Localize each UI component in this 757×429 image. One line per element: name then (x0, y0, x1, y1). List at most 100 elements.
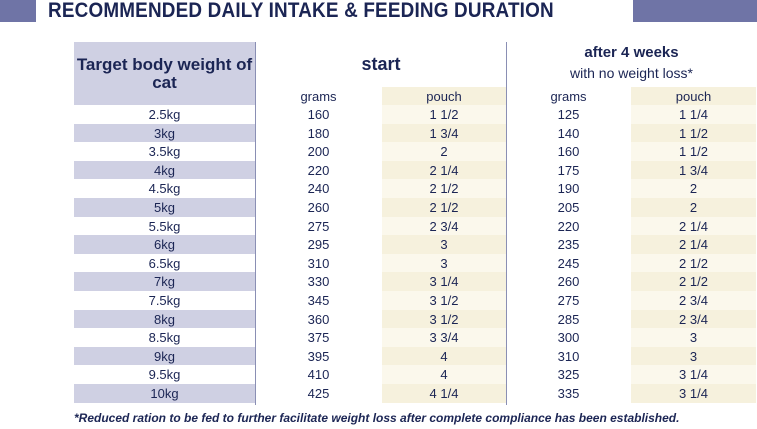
weight-cell: 8.5kg (148, 330, 181, 346)
table-row: 9.5kg 410 4 325 3 1/4 (74, 365, 756, 384)
after-4-weeks-header: after 4 weeks with no weight loss* (507, 42, 756, 87)
title-accent-right (633, 0, 757, 22)
after-pouch-cell: 2 1/2 (631, 272, 756, 291)
start-pouch-cell: 2 3/4 (382, 216, 506, 236)
target-weight-header: Target body weight of cat (74, 42, 255, 105)
after-grams-cell: 325 (557, 367, 580, 383)
start-pouch-cell: 2 1/2 (382, 179, 506, 198)
table-row: 5kg 260 2 1/2 205 2 (74, 197, 756, 217)
weight-cell: 4kg (74, 160, 255, 180)
weight-cell: 9kg (74, 346, 255, 366)
weight-cell: 5kg (74, 197, 255, 217)
start-grams-cell: 330 (307, 274, 330, 290)
after-grams-cell: 205 (557, 199, 580, 215)
after-grams-header: grams (507, 87, 630, 105)
after-pouch-header: pouch (631, 87, 756, 105)
table-row: 8.5kg 375 3 3/4 300 3 (74, 328, 756, 347)
title-accent-left (0, 0, 36, 22)
table-row: 3.5kg 200 2 160 1 1/2 (74, 142, 756, 161)
weight-cell: 6.5kg (148, 255, 181, 271)
weight-cell: 4.5kg (148, 181, 181, 197)
after-grams-cell: 310 (557, 348, 580, 364)
title-bar: RECOMMENDED DAILY INTAKE & FEEDING DURAT… (0, 0, 757, 30)
start-pouch-cell: 4 (382, 346, 506, 366)
after-grams-cell: 175 (557, 162, 580, 178)
after-pouch-cell: 2 1/4 (631, 216, 756, 236)
start-pouch-cell: 1 1/2 (382, 105, 506, 124)
after-pouch-cell: 2 1/2 (631, 253, 756, 273)
table-row: 4.5kg 240 2 1/2 190 2 (74, 179, 756, 198)
table-row: 8kg 360 3 1/2 285 2 3/4 (74, 309, 756, 329)
start-grams-cell: 395 (307, 348, 330, 364)
start-grams-cell: 275 (307, 218, 330, 234)
after-pouch-cell: 3 1/4 (631, 365, 756, 384)
weight-cell: 8kg (74, 309, 255, 329)
start-pouch-header: pouch (382, 87, 506, 105)
start-grams-cell: 220 (307, 162, 330, 178)
weight-cell: 10kg (74, 383, 255, 403)
start-grams-cell: 425 (307, 385, 330, 401)
page-title: RECOMMENDED DAILY INTAKE & FEEDING DURAT… (48, 0, 554, 22)
after-pouch-cell: 1 3/4 (631, 160, 756, 180)
start-grams-header: grams (256, 87, 381, 105)
start-grams-cell: 345 (307, 292, 330, 308)
start-pouch-cell: 4 (382, 365, 506, 384)
after-grams-cell: 220 (557, 218, 580, 234)
table-row: 10kg 425 4 1/4 335 3 1/4 (74, 383, 756, 403)
start-grams-cell: 375 (307, 330, 330, 346)
start-grams-cell: 310 (307, 255, 330, 271)
after-pouch-cell: 3 (631, 328, 756, 347)
table-row: 7.5kg 345 3 1/2 275 2 3/4 (74, 290, 756, 310)
table-row: 2.5kg 160 1 1/2 125 1 1/4 (74, 105, 756, 124)
weight-cell: 3kg (74, 123, 255, 143)
footnote: *Reduced ration to be fed to further fac… (74, 411, 680, 425)
start-grams-cell: 360 (307, 311, 330, 327)
weight-cell: 7kg (74, 272, 255, 291)
after-pouch-cell: 1 1/4 (631, 105, 756, 124)
after-grams-cell: 245 (557, 255, 580, 271)
table-row: 3kg 180 1 3/4 140 1 1/2 (74, 123, 756, 143)
start-pouch-cell: 2 1/4 (382, 160, 506, 180)
after-grams-cell: 335 (557, 385, 580, 401)
start-pouch-cell: 4 1/4 (382, 383, 506, 403)
after-grams-cell: 235 (557, 237, 580, 253)
after-grams-cell: 160 (557, 144, 580, 160)
start-header: start (361, 54, 401, 74)
start-grams-cell: 410 (307, 367, 330, 383)
after-pouch-cell: 3 (631, 346, 756, 366)
after-grams-cell: 285 (557, 311, 580, 327)
table-body: 2.5kg 160 1 1/2 125 1 1/4 3kg 180 1 3/4 140 1 1/2… (74, 105, 756, 403)
after-grams-cell: 140 (557, 125, 580, 141)
start-grams-cell: 260 (307, 199, 330, 215)
weight-cell: 9.5kg (148, 367, 181, 383)
after-grams-cell: 275 (557, 292, 580, 308)
weight-cell: 6kg (74, 235, 255, 254)
start-pouch-cell: 2 (382, 142, 506, 161)
start-grams-cell: 200 (307, 144, 330, 160)
after-pouch-cell: 2 3/4 (631, 290, 756, 310)
start-pouch-cell: 3 3/4 (382, 328, 506, 347)
start-grams-cell: 160 (307, 107, 330, 122)
table-row: 4kg 220 2 1/4 175 1 3/4 (74, 160, 756, 180)
after-pouch-cell: 3 1/4 (631, 383, 756, 403)
after-grams-cell: 125 (557, 107, 580, 122)
start-pouch-cell: 3 1/2 (382, 290, 506, 310)
table-row: 9kg 395 4 310 3 (74, 346, 756, 366)
start-pouch-cell: 3 1/4 (382, 272, 506, 291)
weight-cell: 7.5kg (148, 292, 181, 308)
start-grams-cell: 180 (307, 125, 330, 141)
after-grams-cell: 190 (557, 181, 580, 197)
start-grams-cell: 295 (307, 237, 330, 253)
column-divider (255, 42, 256, 405)
after-pouch-cell: 2 3/4 (631, 309, 756, 329)
after-4-weeks-subtitle: with no weight loss* (570, 65, 693, 81)
start-pouch-cell: 1 3/4 (382, 123, 506, 143)
start-grams-cell: 240 (307, 181, 330, 197)
weight-cell: 5.5kg (148, 218, 181, 234)
start-pouch-cell: 3 (382, 253, 506, 273)
after-pouch-cell: 1 1/2 (631, 123, 756, 143)
start-pouch-cell: 3 (382, 235, 506, 254)
after-grams-cell: 300 (557, 330, 580, 346)
after-pouch-cell: 2 (631, 179, 756, 198)
after-4-weeks-title: after 4 weeks (584, 44, 679, 61)
